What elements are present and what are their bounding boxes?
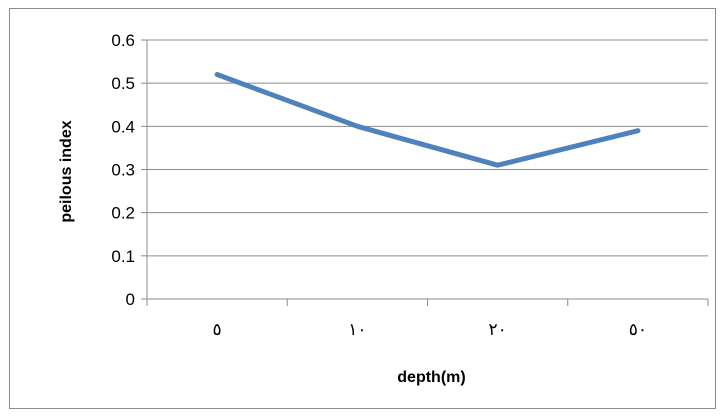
y-axis-title: peilous index (58, 120, 75, 222)
series-line (214, 72, 641, 168)
x-tick-label: ٢٠ (488, 320, 506, 339)
chart-frame (9, 8, 716, 409)
y-tick-label: 0 (126, 290, 135, 309)
y-tick-label: 0.3 (111, 161, 135, 180)
y-tick-label: 0.1 (111, 247, 135, 266)
y-tick-label: 0.2 (111, 204, 135, 223)
x-tick-label: ١٠ (348, 320, 366, 339)
x-axis-title: depth(m) (397, 369, 465, 386)
axes (141, 39, 709, 306)
y-tick-labels: 0 0.1 0.2 0.3 0.4 0.5 0.6 (111, 31, 135, 309)
y-tick-label: 0.5 (111, 74, 135, 93)
x-tick-label: ٥٠ (629, 320, 647, 339)
x-tick-label: ٥ (213, 320, 222, 339)
y-tick-label: 0.6 (111, 31, 135, 50)
x-tick-labels: ٥ ١٠ ٢٠ ٥٠ (213, 320, 647, 339)
y-tick-label: 0.4 (111, 117, 135, 136)
